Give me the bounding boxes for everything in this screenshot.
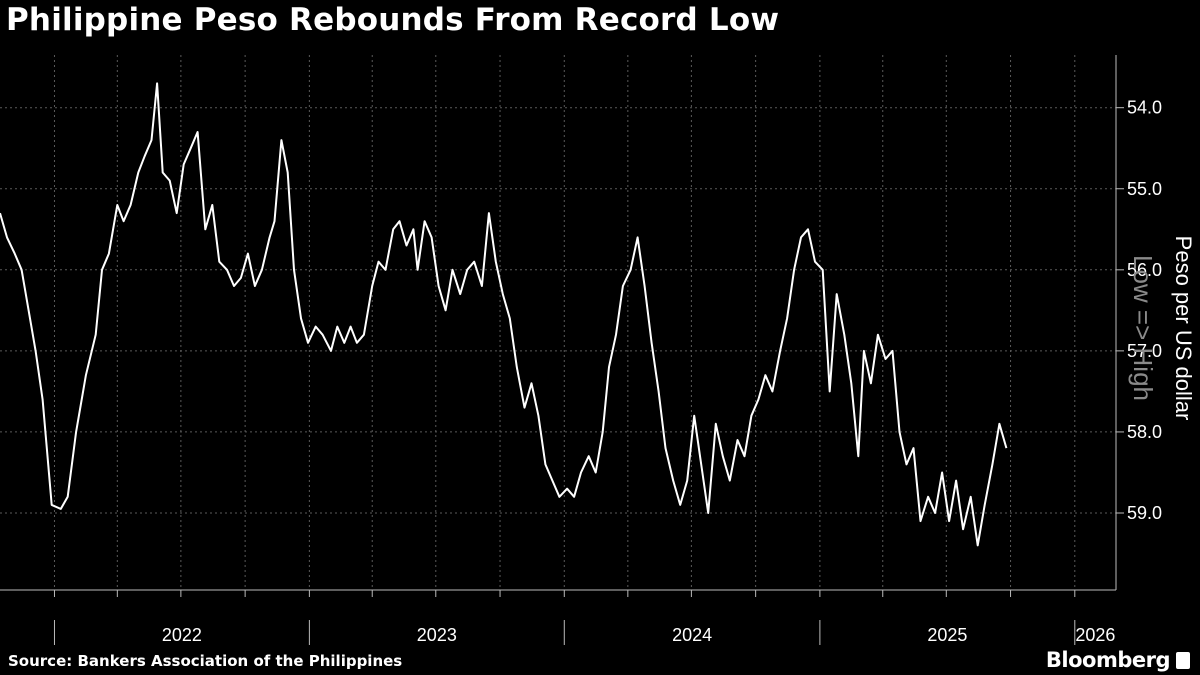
y-tick-label: 58.0 (1127, 422, 1162, 442)
year-label: 2024 (672, 625, 712, 645)
y-tick-label: 54.0 (1127, 98, 1162, 118)
inverted-axis-annotation: Low => High (1128, 255, 1158, 401)
x-axis: 2022 2023 2024 2025 2026 (0, 589, 1116, 645)
year-label: 2023 (417, 625, 457, 645)
brand-name: Bloomberg (1045, 648, 1171, 672)
year-label: 2025 (927, 625, 967, 645)
y-tick-label: 56.0 (1127, 260, 1162, 280)
y-axis: 54.0 55.0 56.0 57.0 58.0 59.0 (1115, 55, 1162, 590)
brand-logo: Bloomberg (1046, 648, 1190, 672)
line-chart: 54.055.056.057.058.059.0 2022 2023 2024 202… (0, 55, 1196, 645)
source-note: Source: Bankers Association of the Phili… (8, 652, 403, 670)
year-label: 2022 (162, 625, 202, 645)
chart-title: Philippine Peso Rebounds From Record Low (6, 2, 780, 38)
gridlines (0, 55, 1116, 590)
y-axis-title: Peso per US dollar (1171, 236, 1196, 421)
y-tick-label: 55.0 (1127, 179, 1162, 199)
year-label: 2026 (1075, 625, 1115, 645)
y-tick-label: 59.0 (1127, 503, 1162, 523)
series-line (0, 82, 1008, 547)
y-tick-label: 57.0 (1127, 341, 1162, 361)
brand-icon (1176, 651, 1190, 669)
